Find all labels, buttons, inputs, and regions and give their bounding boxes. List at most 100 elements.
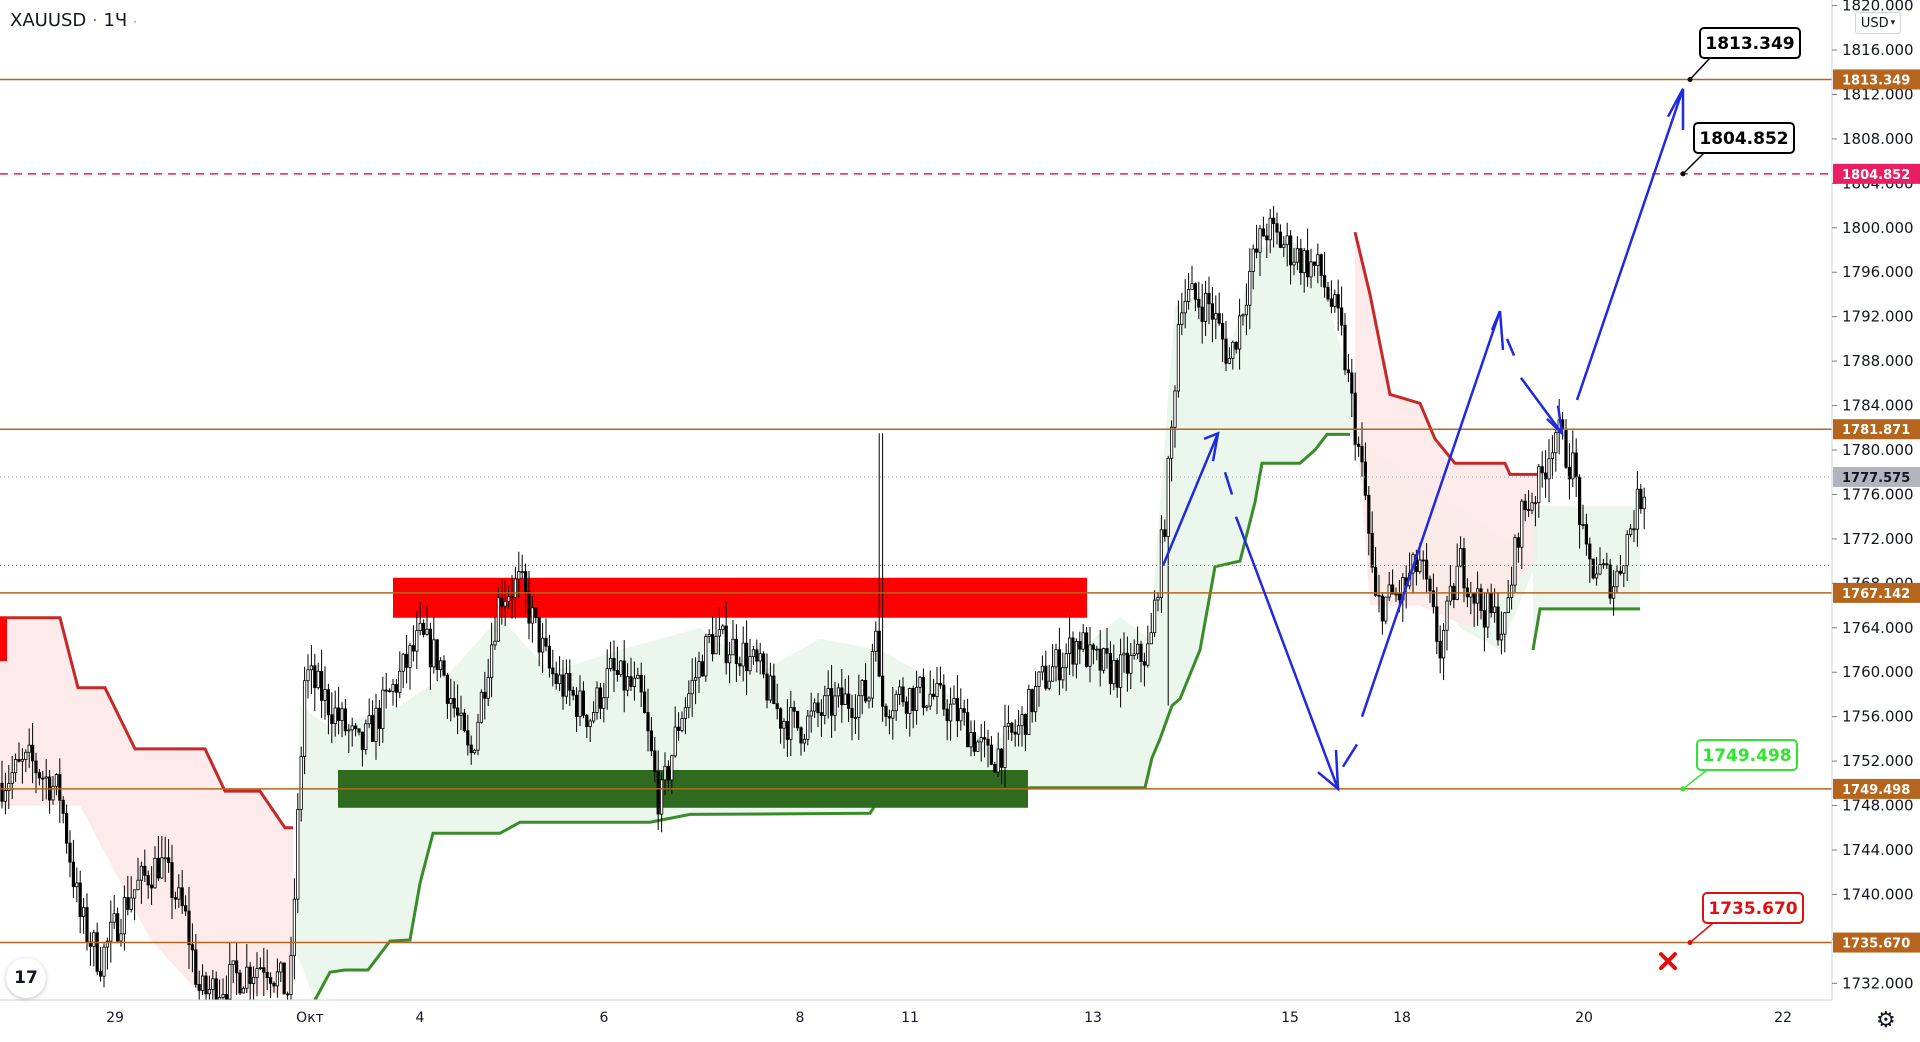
candle[interactable] [313,653,317,712]
candle[interactable] [183,895,188,916]
candle[interactable] [1343,313,1347,375]
candle[interactable] [989,736,994,766]
candle[interactable] [877,433,881,678]
candle[interactable] [1051,644,1055,682]
candle[interactable] [1513,534,1517,593]
candle[interactable] [445,672,450,719]
candle[interactable] [826,670,830,719]
candle[interactable] [836,683,841,708]
candle[interactable] [932,678,936,700]
candle[interactable] [7,765,11,809]
candle[interactable] [853,694,858,734]
candle[interactable] [248,962,252,1001]
candle[interactable] [1282,236,1286,257]
candle[interactable] [561,660,565,710]
candle[interactable] [326,683,331,735]
candle[interactable] [670,754,674,794]
candle[interactable] [1023,713,1027,752]
candle[interactable] [714,617,718,655]
candle[interactable] [972,720,977,756]
candle[interactable] [1088,627,1092,683]
candle[interactable] [360,731,365,767]
candle[interactable] [520,554,524,579]
candle[interactable] [578,675,582,727]
candle[interactable] [646,688,650,752]
candle[interactable] [731,620,735,656]
candle[interactable] [1221,313,1225,363]
candle[interactable] [364,719,368,755]
candle[interactable] [299,746,303,822]
candle[interactable] [673,706,677,758]
candle[interactable] [1258,225,1262,276]
candle[interactable] [1078,631,1082,665]
candle[interactable] [1153,590,1157,638]
candle[interactable] [1139,640,1143,683]
candle[interactable] [564,659,569,704]
candle[interactable] [1054,643,1058,682]
candle[interactable] [1316,243,1320,284]
candle[interactable] [765,653,769,709]
candle[interactable] [190,923,194,973]
candle[interactable] [782,718,786,749]
candle[interactable] [469,735,473,765]
candle[interactable] [796,710,800,731]
candle[interactable] [1350,358,1354,417]
candle[interactable] [316,662,320,690]
candle[interactable] [1319,253,1323,288]
candle[interactable] [983,721,987,758]
candle[interactable] [558,656,562,691]
candle[interactable] [1166,455,1170,706]
candle[interactable] [802,733,807,752]
candle[interactable] [401,652,405,689]
candle[interactable] [1210,287,1214,343]
candle[interactable] [442,655,446,677]
candle[interactable] [1108,641,1112,695]
candle[interactable] [1448,565,1452,606]
candle[interactable] [758,642,762,675]
candle[interactable] [1428,575,1432,603]
candle[interactable] [262,947,266,997]
candle[interactable] [1105,628,1109,669]
candle[interactable] [238,969,242,995]
candle[interactable] [377,700,382,746]
candle[interactable] [1510,566,1514,610]
candle[interactable] [435,639,439,682]
candle[interactable] [1176,300,1180,398]
candle[interactable] [1537,464,1541,518]
candle[interactable] [1503,612,1507,653]
candle[interactable] [489,622,494,698]
candle[interactable] [1241,313,1245,326]
gear-icon[interactable]: ⚙ [1876,1008,1896,1033]
candle[interactable] [867,696,871,709]
candle[interactable] [1591,558,1595,580]
candle[interactable] [544,618,548,652]
candle[interactable] [755,639,759,673]
candle[interactable] [1217,292,1221,326]
candle[interactable] [1527,490,1531,517]
symbol-label[interactable]: XAUUSD [10,10,87,31]
candle[interactable] [34,752,38,794]
candle[interactable] [925,705,929,712]
candle[interactable] [887,709,892,735]
candle[interactable] [619,660,623,678]
candle[interactable] [1384,596,1388,625]
candle[interactable] [340,702,344,738]
candle[interactable] [942,674,946,716]
candle[interactable] [1329,280,1333,314]
candle[interactable] [177,874,181,908]
candle[interactable] [418,602,422,636]
candle[interactable] [336,686,341,735]
candle[interactable] [969,720,973,757]
candle[interactable] [102,943,106,988]
candle[interactable] [1493,588,1497,623]
candle[interactable] [847,675,851,722]
candle[interactable] [1581,504,1585,530]
candle[interactable] [1533,496,1537,527]
candle[interactable] [1163,519,1167,542]
candle[interactable] [75,867,79,903]
plot-area[interactable] [0,0,1832,1020]
candle[interactable] [1615,564,1619,594]
price-axis[interactable]: 1732.0001736.0001740.0001744.0001748.000… [1831,0,1920,1042]
candle[interactable] [41,770,45,801]
candle[interactable] [1278,224,1282,249]
